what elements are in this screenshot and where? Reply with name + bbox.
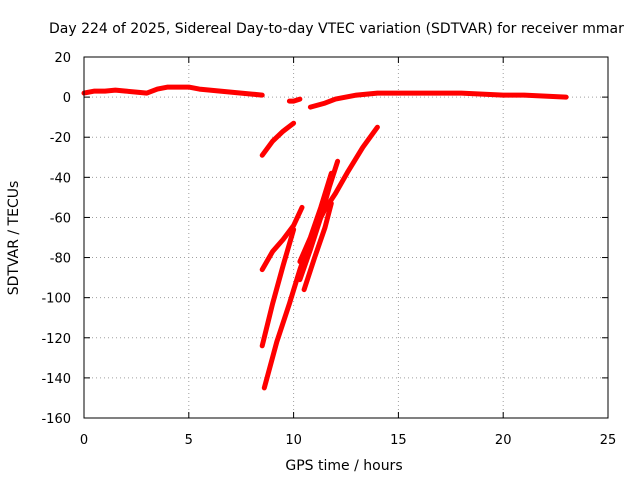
series-track-b xyxy=(286,96,303,104)
chart-title: Day 224 of 2025, Sidereal Day-to-day VTE… xyxy=(49,21,624,37)
y-tick-label: -100 xyxy=(41,292,71,307)
x-tick-label: 25 xyxy=(600,433,617,448)
series-layer xyxy=(81,84,569,391)
x-tick-label: 0 xyxy=(80,433,88,448)
y-tick-label: -120 xyxy=(41,332,71,347)
plot-frame xyxy=(83,56,609,419)
y-axis-label: SDTVAR / TECUs xyxy=(6,181,22,296)
series-track-j xyxy=(301,200,334,293)
y-tick-label: -140 xyxy=(41,372,71,387)
series-track-c xyxy=(307,90,569,110)
series-track-f xyxy=(259,227,297,349)
y-tick-label: 20 xyxy=(54,51,71,66)
y-tick-label: 0 xyxy=(63,91,71,106)
x-tick-label: 15 xyxy=(390,433,407,448)
y-tick-label: -40 xyxy=(50,171,71,186)
series-track-a xyxy=(81,84,265,98)
x-tick-label: 10 xyxy=(285,433,302,448)
y-tick-label: -20 xyxy=(50,131,71,146)
y-tick-label: -160 xyxy=(41,412,71,427)
x-axis-label: GPS time / hours xyxy=(285,458,402,474)
y-tick-label: -60 xyxy=(50,211,71,226)
series-track-e xyxy=(259,204,305,273)
grid xyxy=(84,57,608,418)
x-tick-label: 5 xyxy=(185,433,193,448)
series-track-i xyxy=(297,170,334,265)
y-tick-label: -80 xyxy=(50,252,71,267)
x-tick-label: 20 xyxy=(495,433,512,448)
series-track-d xyxy=(259,120,297,158)
ticks: 0 5 10 15 20 25 20 0 -20 -40 -60 -80 -100 -120 -140 -16… xyxy=(41,51,616,448)
